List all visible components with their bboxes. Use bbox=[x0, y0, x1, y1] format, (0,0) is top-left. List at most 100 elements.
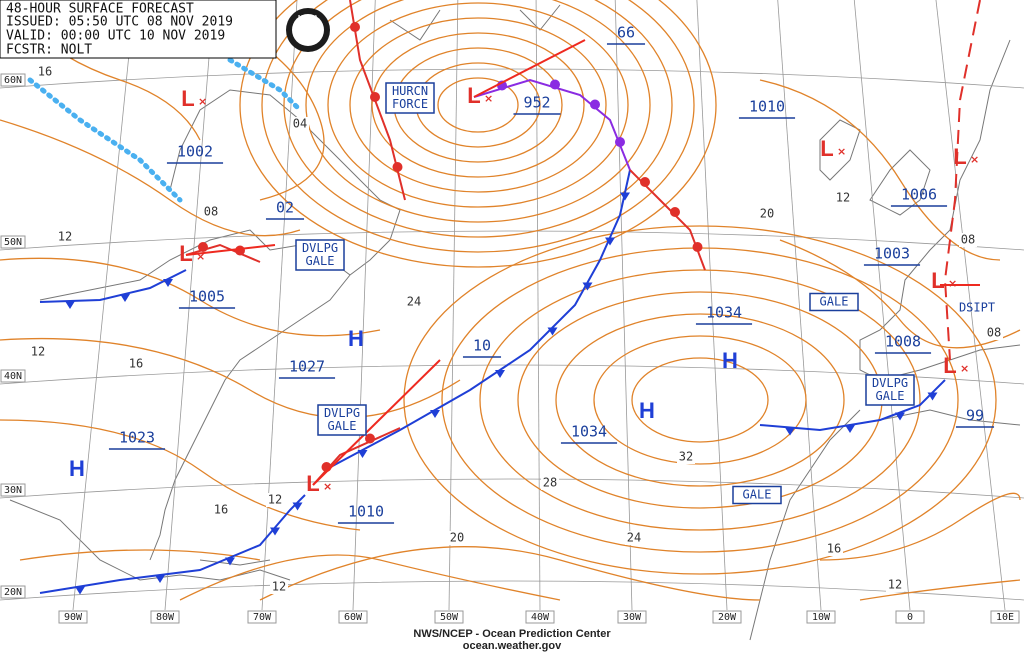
isobar-label: 28 bbox=[543, 476, 557, 490]
isobar-label: 12 bbox=[31, 345, 45, 359]
pressure-label: 1003 bbox=[874, 245, 910, 263]
isobar-label: 12 bbox=[836, 191, 850, 205]
logo-text: NOAA bbox=[298, 14, 319, 22]
isobar-label-bg bbox=[29, 345, 47, 359]
isobar bbox=[259, 546, 761, 601]
coastline bbox=[819, 119, 931, 216]
warning-box bbox=[732, 485, 782, 505]
cold-front-marker bbox=[605, 237, 615, 246]
meridian bbox=[164, 0, 214, 611]
warning-box bbox=[317, 404, 367, 436]
warning-text: GALE bbox=[820, 295, 849, 309]
header-line: FCSTR: NOLT bbox=[6, 43, 92, 58]
pressure-label: 10 bbox=[473, 337, 491, 355]
track-arrow bbox=[185, 244, 276, 256]
isobar-label-bg bbox=[127, 357, 145, 371]
track-arrow bbox=[473, 39, 586, 98]
warning-text: DVLPG bbox=[324, 406, 360, 420]
low-mark: × bbox=[484, 92, 493, 105]
meridian bbox=[853, 0, 911, 611]
stationary-front-marker bbox=[350, 22, 360, 32]
high-center: H bbox=[69, 456, 85, 481]
meridian bbox=[935, 0, 1006, 611]
header-box bbox=[0, 0, 277, 59]
cold-front-marker bbox=[582, 282, 593, 291]
meridian bbox=[72, 0, 135, 611]
lon-label: 10E bbox=[996, 612, 1014, 623]
warning-text: GALE bbox=[876, 389, 905, 403]
low-center: L bbox=[820, 136, 833, 161]
pressure-label: 99 bbox=[966, 407, 984, 425]
isobar bbox=[437, 77, 519, 133]
trough bbox=[943, 0, 981, 361]
isobar-label: 12 bbox=[58, 230, 72, 244]
low-center: L bbox=[467, 83, 480, 108]
isobar-label-bg bbox=[959, 233, 977, 247]
isobar-label-bg bbox=[202, 205, 220, 219]
lon-label: 90W bbox=[64, 612, 83, 623]
isobar bbox=[859, 579, 1021, 601]
isobar bbox=[261, 0, 695, 253]
cold-front-marker bbox=[495, 370, 505, 378]
isobar-label-bg bbox=[677, 450, 695, 464]
isobar-label: 12 bbox=[268, 493, 282, 507]
lat-label: 40N bbox=[4, 371, 22, 382]
warning-text: DVLPG bbox=[302, 241, 338, 255]
lat-label: 20N bbox=[4, 587, 22, 598]
isobar-label-bg bbox=[36, 65, 54, 79]
meridian bbox=[614, 0, 633, 611]
low-mark: × bbox=[948, 277, 957, 290]
low-mark: × bbox=[196, 250, 205, 263]
lon-label-bg bbox=[990, 610, 1020, 624]
lat-label: 50N bbox=[4, 237, 22, 248]
low-mark: × bbox=[960, 362, 969, 375]
pressure-label: 1008 bbox=[885, 333, 921, 351]
cold-front-marker bbox=[895, 412, 905, 421]
note-text: DSIPT bbox=[959, 301, 995, 315]
cold-front-marker bbox=[65, 301, 75, 309]
lon-label: 0 bbox=[907, 612, 913, 623]
occluded-front-marker bbox=[590, 99, 600, 110]
low-center: L bbox=[953, 144, 966, 169]
isobar-label-bg bbox=[266, 493, 284, 507]
isobar-label: 16 bbox=[129, 357, 143, 371]
warm-front-marker bbox=[670, 207, 680, 217]
lon-label-bg bbox=[150, 610, 180, 624]
pressure-label: 1010 bbox=[749, 98, 785, 116]
cold-front-marker bbox=[270, 527, 280, 536]
warning-box bbox=[809, 292, 859, 312]
occluded-front-marker bbox=[550, 79, 560, 90]
isobar-label: 16 bbox=[38, 65, 52, 79]
cold-front-marker bbox=[225, 557, 235, 566]
isobar bbox=[779, 239, 1021, 349]
ice-edge bbox=[27, 57, 303, 203]
cold-front-marker bbox=[620, 192, 630, 201]
isobar bbox=[403, 225, 997, 575]
isobar-label-bg bbox=[212, 503, 230, 517]
meridian bbox=[448, 0, 459, 611]
lon-label-bg bbox=[617, 610, 647, 624]
cold-front-marker bbox=[547, 327, 558, 336]
coastline bbox=[389, 4, 561, 41]
pressure-label: 02 bbox=[276, 199, 294, 217]
occluded-front-marker bbox=[615, 137, 625, 147]
lon-label: 70W bbox=[253, 612, 272, 623]
lon-label: 60W bbox=[344, 612, 363, 623]
high-center: H bbox=[348, 326, 364, 351]
low-mark: × bbox=[198, 95, 207, 108]
isobar bbox=[593, 335, 807, 465]
footer-site: ocean.weather.gov bbox=[463, 640, 562, 652]
isobar-label: 08 bbox=[987, 326, 1001, 340]
header-line: VALID: 00:00 UTC 10 NOV 2019 bbox=[6, 29, 225, 44]
warm-front bbox=[185, 243, 261, 263]
lat-label-bg bbox=[0, 483, 26, 497]
lon-label-bg bbox=[712, 610, 742, 624]
isobar-label: 08 bbox=[204, 205, 218, 219]
isobar-label: 20 bbox=[450, 531, 464, 545]
lat-label-bg bbox=[0, 73, 26, 87]
low-mark: × bbox=[323, 480, 332, 493]
fronts bbox=[27, 0, 981, 595]
warning-box bbox=[385, 82, 435, 114]
logo-inner bbox=[292, 14, 324, 46]
warning-text: GALE bbox=[306, 254, 335, 268]
